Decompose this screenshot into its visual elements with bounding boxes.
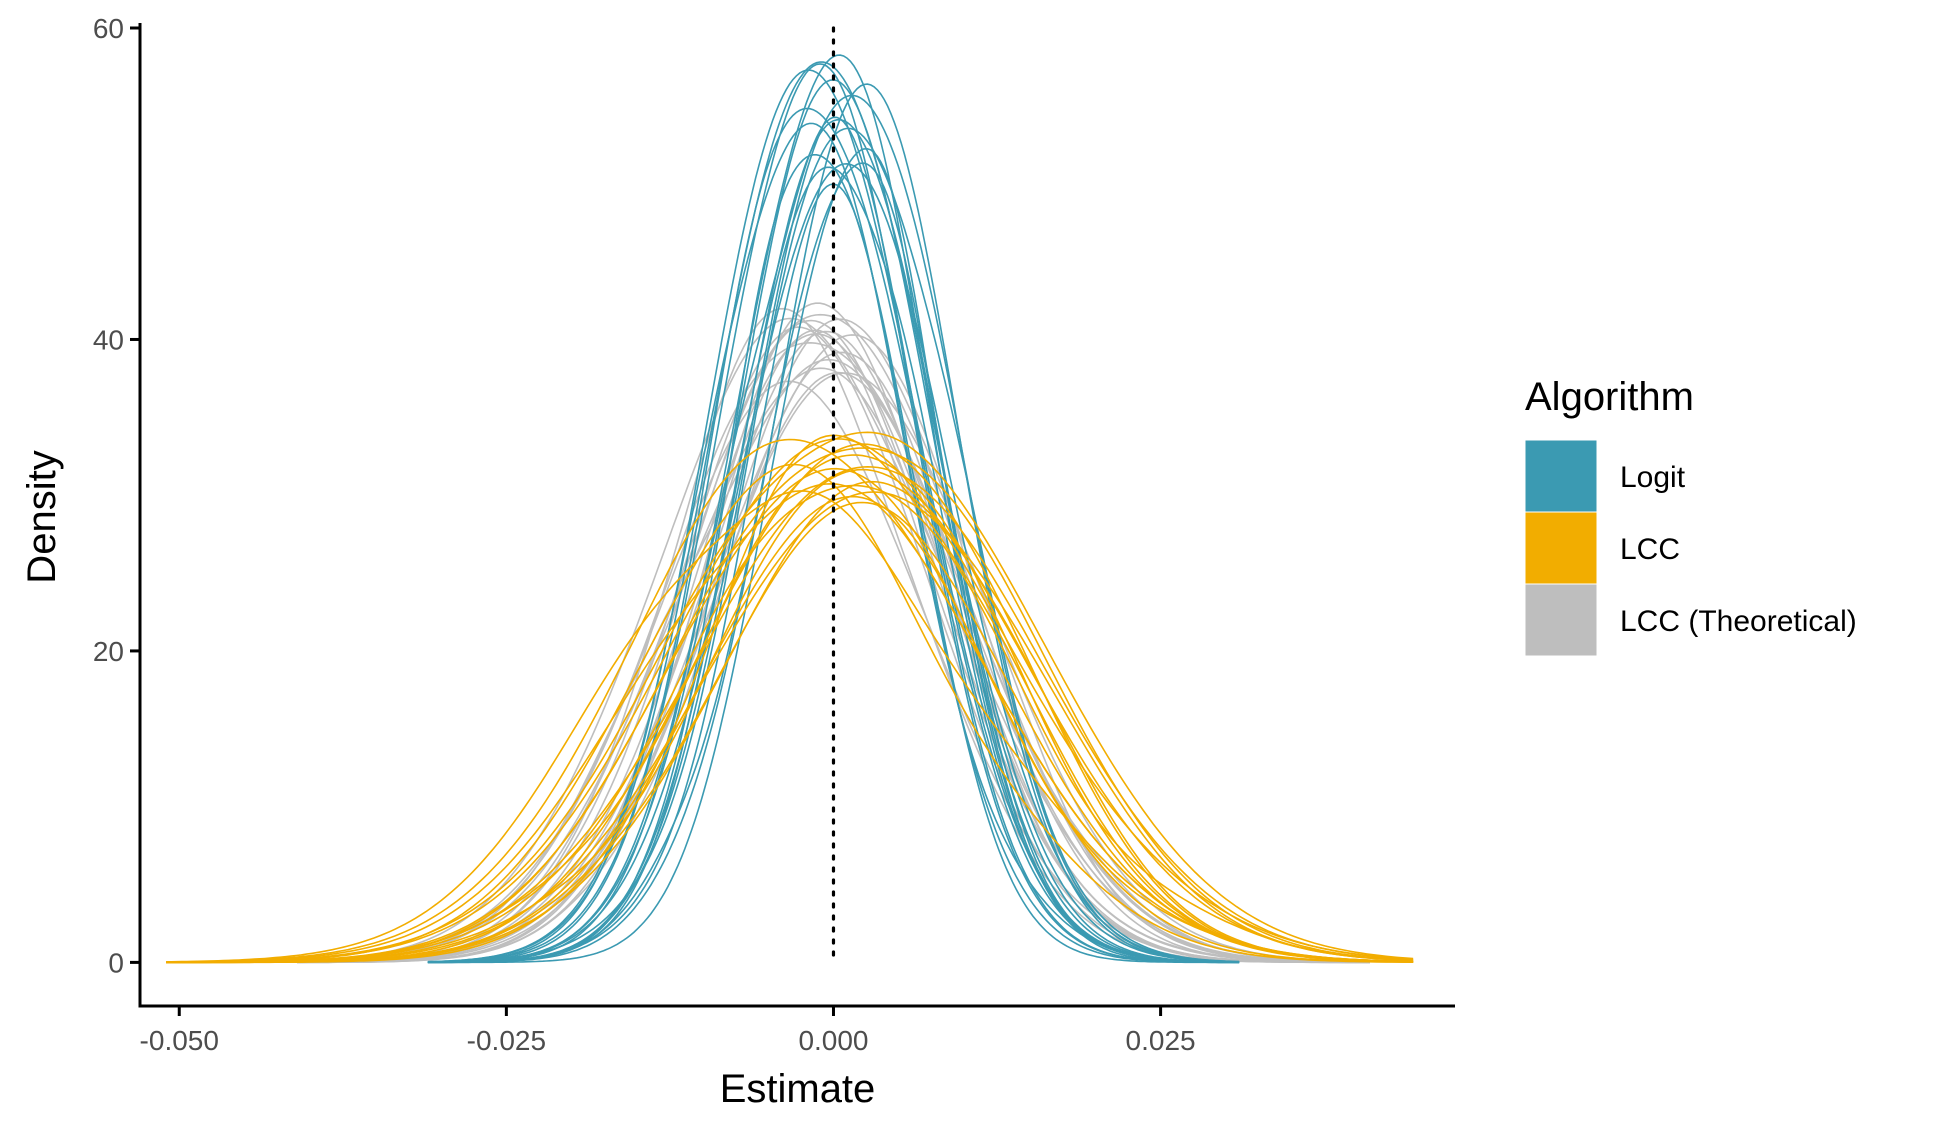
lcc-density-curve: [166, 501, 1414, 964]
lcc-density-curve: [166, 438, 1414, 963]
legend-key-swatch: [1524, 583, 1598, 657]
legend-label: LCC: [1620, 533, 1680, 566]
y-tick-label: 60: [93, 13, 124, 44]
y-tick-label: 0: [108, 947, 124, 978]
lcc-density-curve: [166, 438, 1414, 963]
legend-label: LCC (Theoretical): [1620, 605, 1857, 638]
x-tick-label: 0.025: [1126, 1025, 1196, 1056]
logit-density-curve: [427, 154, 1240, 964]
x-tick-label: -0.025: [467, 1025, 546, 1056]
x-axis-title: Estimate: [720, 1067, 876, 1111]
x-tick-label: 0.000: [798, 1025, 868, 1056]
lcc-theoretical-density-curve: [297, 371, 1370, 964]
y-axis-ticks: 0 20 40 60: [93, 13, 140, 978]
density-curves: [166, 54, 1414, 964]
legend-label: Logit: [1620, 461, 1686, 494]
lcc-theoretical-density-curve: [297, 358, 1370, 963]
lcc-density-curve: [166, 491, 1414, 964]
legend-title: Algorithm: [1525, 375, 1694, 419]
y-tick-label: 40: [93, 324, 124, 355]
lcc-density-curve: [166, 465, 1414, 964]
lcc-density-curve: [166, 490, 1414, 963]
logit-density-curve: [427, 122, 1240, 963]
logit-density-curve: [427, 63, 1240, 964]
legend-key-swatch: [1524, 511, 1598, 585]
y-axis-title: Density: [20, 450, 64, 583]
legend-key-swatch: [1524, 439, 1598, 513]
x-tick-label: -0.050: [140, 1025, 219, 1056]
lcc-density-curve: [166, 447, 1414, 964]
lcc-density-curve: [166, 443, 1414, 964]
lcc-density-curve: [166, 431, 1414, 963]
logit-density-curve: [427, 94, 1240, 964]
x-axis-ticks: -0.050 -0.025 0.000 0.025: [140, 1006, 1196, 1056]
lcc-density-curve: [166, 454, 1414, 964]
lcc-density-curve: [166, 468, 1414, 964]
lcc-density-curve: [166, 463, 1414, 964]
lcc-density-curve: [166, 495, 1414, 964]
logit-density-curve: [427, 69, 1240, 963]
lcc-density-curve: [166, 467, 1414, 964]
y-tick-label: 20: [93, 636, 124, 667]
lcc-theoretical-density-curve: [297, 307, 1370, 964]
lcc-density-curve: [166, 484, 1414, 964]
legend: Algorithm Logit LCC LCC (Theoretical): [1524, 375, 1857, 657]
